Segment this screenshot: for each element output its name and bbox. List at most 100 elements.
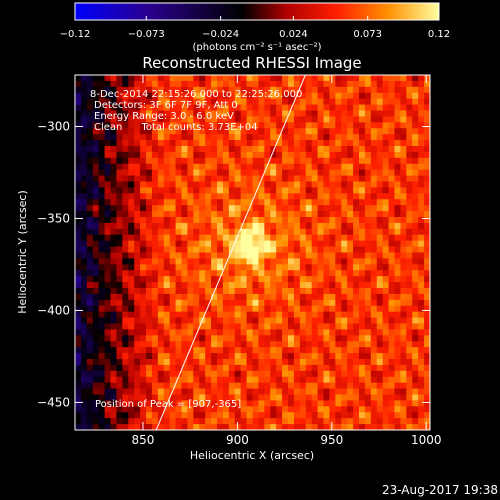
heatmap-pixel [92,412,100,419]
heatmap-pixel [370,222,378,230]
heatmap-pixel [329,347,336,354]
heatmap-pixel [276,146,283,153]
heatmap-pixel [353,151,360,159]
heatmap-pixel [246,80,254,88]
heatmap-pixel [92,199,100,206]
heatmap-pixel [128,270,135,277]
heatmap-pixel [134,424,141,430]
heatmap-pixel [234,211,242,218]
heatmap-pixel [104,151,112,159]
heatmap-pixel [151,80,159,88]
heatmap-pixel [116,181,123,189]
heatmap-pixel [370,252,378,260]
heatmap-pixel [317,382,325,390]
heatmap-pixel [246,234,254,242]
heatmap-pixel [104,418,112,425]
heatmap-pixel [400,163,407,171]
heatmap-pixel [282,116,289,123]
heatmap-pixel [228,134,236,141]
heatmap-pixel [234,394,242,402]
heatmap-pixel [311,98,319,106]
heatmap-pixel [199,217,206,224]
heatmap-pixel [394,211,402,218]
heatmap-pixel [92,146,100,153]
heatmap-pixel [370,75,378,82]
heatmap-pixel [406,80,413,88]
heatmap-pixel [394,234,402,242]
heatmap-pixel [252,199,260,206]
heatmap-pixel [86,341,94,348]
heatmap-pixel [299,406,307,413]
heatmap-pixel [335,134,342,141]
heatmap-pixel [305,246,313,254]
heatmap-pixel [169,193,177,200]
heatmap-pixel [341,299,348,307]
heatmap-pixel [187,252,194,260]
heatmap-pixel [305,376,313,384]
heatmap-pixel [288,359,295,366]
heatmap-pixel [347,288,354,295]
heatmap-pixel [199,134,206,141]
heatmap-pixel [305,217,313,224]
heatmap-pixel [270,98,277,106]
heatmap-pixel [80,276,88,283]
heatmap-pixel [311,157,319,165]
heatmap-pixel [299,359,307,366]
heatmap-pixel [264,335,271,342]
heatmap-pixel [347,276,354,283]
heatmap-pixel [240,347,248,354]
heatmap-pixel [86,211,94,218]
heatmap-pixel [134,234,141,242]
y-tick-label: −450 [37,395,70,409]
heatmap-pixel [92,299,100,307]
heatmap-pixel [122,353,129,360]
heatmap-pixel [246,157,254,165]
heatmap-pixel [359,347,366,354]
heatmap-pixel [288,116,295,123]
heatmap-pixel [86,222,94,230]
heatmap-pixel [376,110,384,118]
heatmap-pixel [75,276,82,283]
heatmap-pixel [382,282,390,289]
heatmap-pixel [128,323,135,331]
heatmap-pixel [104,211,112,218]
heatmap-pixel [92,211,100,218]
heatmap-pixel [140,311,147,319]
heatmap-pixel [163,341,171,348]
heatmap-pixel [110,246,118,254]
heatmap-pixel [181,157,189,165]
heatmap-pixel [199,86,206,94]
heatmap-pixel [246,335,254,342]
heatmap-pixel [193,122,200,129]
heatmap-pixel [134,282,141,289]
heatmap-pixel [169,75,177,82]
heatmap-pixel [175,323,183,331]
heatmap-pixel [122,317,129,325]
heatmap-pixel [364,252,372,260]
heatmap-pixel [311,323,319,331]
heatmap-pixel [388,252,396,260]
heatmap-pixel [116,211,123,218]
heatmap-pixel [406,205,413,212]
heatmap-pixel [80,299,88,307]
heatmap-pixel [228,305,236,313]
heatmap-pixel [341,140,348,147]
heatmap-pixel [364,418,372,425]
heatmap-pixel [394,199,402,206]
heatmap-pixel [234,288,242,295]
heatmap-pixel [169,353,177,360]
heatmap-pixel [151,341,159,348]
heatmap-pixel [347,217,354,224]
heatmap-pixel [98,252,106,260]
heatmap-pixel [240,293,248,301]
heatmap-pixel [151,323,159,331]
heatmap-pixel [169,299,177,307]
heatmap-pixel [264,92,271,100]
heatmap-pixel [412,122,419,129]
heatmap-pixel [217,359,224,366]
heatmap-pixel [258,299,265,307]
heatmap-pixel [288,193,295,200]
heatmap-pixel [305,110,313,118]
heatmap-pixel [110,217,118,224]
heatmap-pixel [412,382,419,390]
